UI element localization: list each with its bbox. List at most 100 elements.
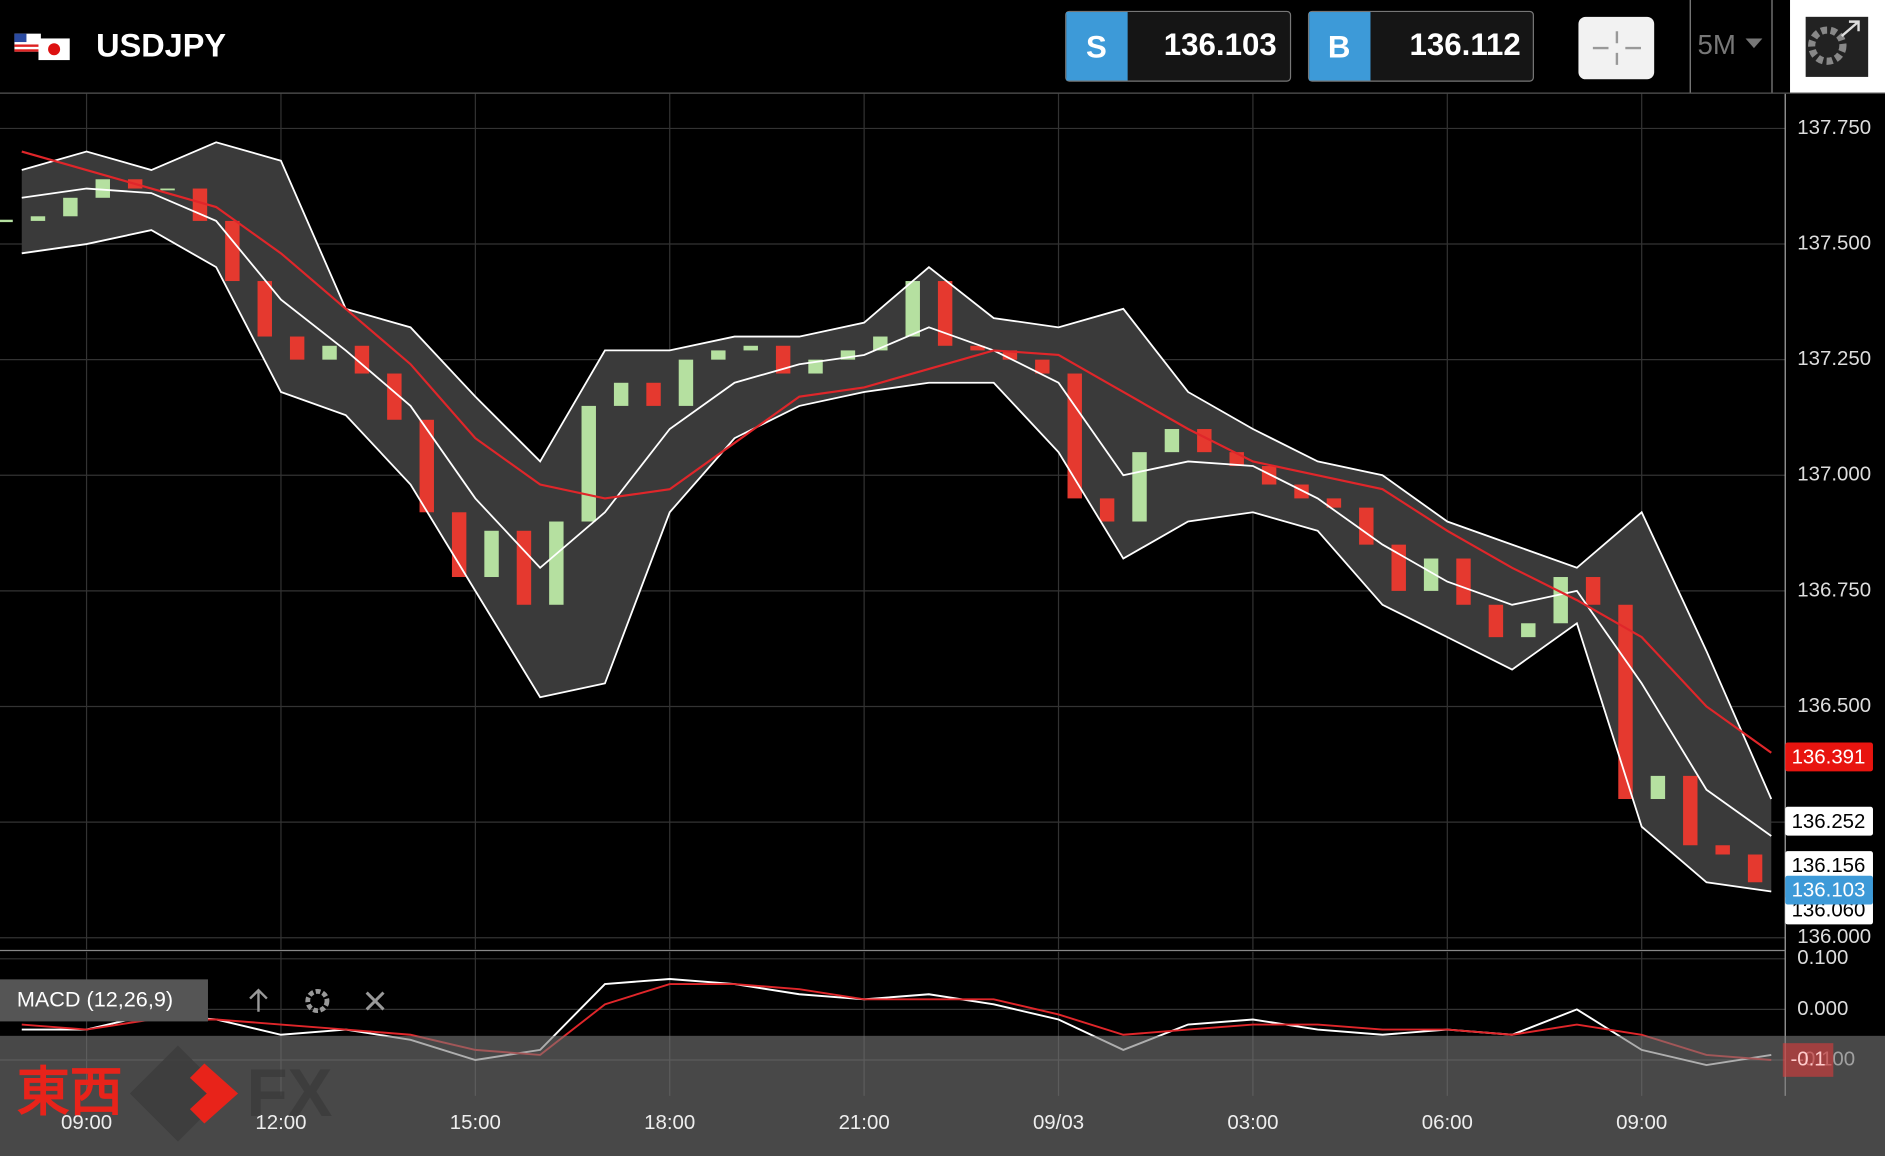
candle — [646, 382, 661, 406]
candle — [289, 336, 305, 360]
crosshair-icon[interactable] — [1592, 31, 1641, 65]
candle — [516, 530, 532, 605]
sell-button[interactable]: S 136.103 — [1065, 10, 1292, 82]
price-tag-label: 136.252 — [1792, 811, 1866, 833]
y-tick-label: 0.100 — [1797, 947, 1848, 969]
candle — [1132, 452, 1147, 522]
candle — [581, 405, 596, 522]
y-tick-label: 0.000 — [1797, 998, 1848, 1020]
y-tick-label: 137.750 — [1797, 117, 1871, 139]
candle — [613, 382, 629, 406]
buy-tag[interactable] — [1309, 12, 1371, 81]
flag-us-stripe — [14, 44, 41, 47]
candle — [1618, 604, 1633, 800]
header — [0, 0, 1885, 93]
x-tick-label: 03:00 — [1227, 1112, 1278, 1134]
candle — [419, 419, 434, 513]
flag-jp-sun — [48, 43, 61, 56]
watermark-brand: 東西 — [17, 1063, 123, 1122]
symbol: USDJPY — [96, 28, 226, 64]
candle — [451, 512, 467, 578]
bottom-overlay — [0, 1035, 1885, 1156]
macd-line — [21, 983, 1772, 1061]
expand-icon[interactable] — [1840, 20, 1860, 37]
buy-label[interactable]: B — [1328, 30, 1351, 65]
price-tag — [1785, 742, 1873, 772]
x-tick-label: 09:00 — [61, 1112, 112, 1134]
candle — [160, 188, 175, 191]
indicator-label: MACD (12,26,9) — [17, 987, 173, 1012]
close-icon — [365, 991, 385, 1011]
candle — [1164, 429, 1180, 453]
candle — [1359, 507, 1374, 545]
x-tick-label: 15:00 — [450, 1112, 501, 1134]
crosshair-button[interactable] — [1578, 16, 1655, 80]
moving-average — [21, 150, 1772, 754]
flag-us-stripe — [14, 49, 41, 52]
x-tick-label: 09:00 — [1616, 1112, 1667, 1134]
candle — [743, 345, 758, 351]
settings-button[interactable] — [1790, 0, 1885, 93]
candle — [905, 281, 920, 337]
price-tag-label: 136.391 — [1792, 747, 1866, 769]
candle — [549, 521, 564, 605]
candle — [937, 281, 953, 346]
candle — [1456, 558, 1471, 605]
x-tick-label: 12:00 — [255, 1112, 306, 1134]
overlay-layer: 09:00 12:00 15:00 18:00 21:00 09/03 03:00 06:00… — [0, 979, 1885, 1156]
sell-tag[interactable] — [1066, 12, 1128, 81]
x-tick-label: 06:00 — [1422, 1112, 1473, 1134]
band-upper — [21, 141, 1773, 800]
gear-icon[interactable] — [1808, 26, 1847, 65]
crosshair-box[interactable] — [1578, 16, 1655, 80]
candle — [1585, 577, 1601, 605]
price-tag — [1785, 806, 1873, 836]
band-lower — [21, 229, 1772, 893]
y-tick-label: 136.000 — [1797, 926, 1871, 948]
candle — [63, 197, 78, 217]
candle — [387, 373, 402, 420]
value-tag-label: -0.1 — [1790, 1048, 1825, 1070]
settings-icon — [305, 988, 330, 1014]
sell-label[interactable]: S — [1086, 30, 1107, 65]
candle — [1002, 350, 1018, 360]
price-tag — [1785, 875, 1873, 905]
flags — [14, 33, 70, 61]
price-tag-label: 136.156 — [1792, 855, 1866, 877]
candle — [1521, 623, 1536, 638]
x-tick-label: 09/03 — [1033, 1112, 1084, 1134]
candle — [1423, 558, 1439, 591]
sell-price[interactable]: 136.103 — [1164, 27, 1277, 62]
y-tick-label: 136.500 — [1797, 695, 1871, 717]
candle — [1488, 604, 1504, 638]
candle — [1715, 845, 1730, 855]
buy-price[interactable]: 136.112 — [1410, 27, 1521, 62]
watermark-suffix: FX — [246, 1056, 332, 1131]
x-tick-label: 21:00 — [839, 1112, 890, 1134]
timeframe-caret[interactable] — [1745, 38, 1763, 49]
candle — [1683, 775, 1698, 846]
candle — [1747, 854, 1763, 883]
value-tag — [1782, 1043, 1834, 1077]
band-middle — [21, 187, 1772, 837]
candle — [711, 350, 726, 360]
candle — [484, 530, 499, 578]
y-tick-label: 137.250 — [1797, 348, 1871, 370]
price-tag — [1785, 851, 1873, 881]
candle — [1035, 359, 1050, 374]
candle — [257, 281, 272, 337]
candle — [1099, 498, 1115, 522]
candle — [1326, 498, 1342, 508]
candle — [970, 345, 985, 351]
candle — [225, 220, 240, 282]
buy-button[interactable]: B 136.112 — [1307, 10, 1534, 82]
candle — [775, 345, 791, 374]
candle — [1294, 484, 1309, 499]
candle — [322, 345, 337, 360]
watermark-logo-accent — [189, 1063, 239, 1124]
price-tag-label: 136.103 — [1792, 880, 1866, 902]
timeframe[interactable]: 5M — [1697, 29, 1735, 60]
indicator-label-box — [0, 979, 208, 1022]
